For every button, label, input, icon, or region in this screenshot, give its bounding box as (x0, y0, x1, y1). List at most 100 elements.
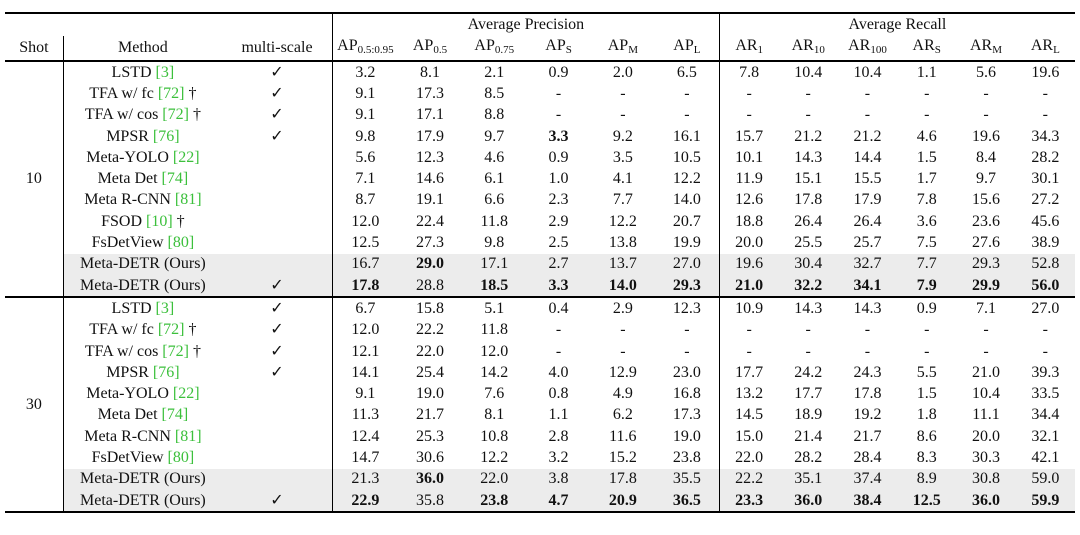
value: - (684, 84, 690, 102)
value: 10.9 (735, 299, 764, 317)
cell: 13.8 (591, 232, 655, 253)
cell: - (526, 83, 590, 104)
value: 16.1 (672, 127, 701, 145)
value: 12.5 (351, 234, 380, 252)
column-header: AR1 (719, 36, 779, 62)
value: 22.0 (735, 448, 764, 466)
value: 14.4 (853, 148, 882, 166)
value: 9.1 (355, 106, 376, 124)
method-name: Meta-DETR (Ours) (80, 276, 206, 294)
method-name: Meta-DETR (Ours) (80, 470, 206, 488)
cell: 59.9 (1015, 489, 1075, 513)
cell: 1.5 (897, 383, 956, 404)
cell: 15.1 (779, 168, 838, 189)
citation: [74] (161, 406, 189, 424)
value: - (1042, 84, 1048, 102)
cell: 3.6 (897, 211, 956, 232)
cell: 5.6 (333, 147, 398, 168)
column-header: AP0.5:0.95 (332, 36, 398, 62)
multi-scale: ✓ (222, 104, 333, 126)
multi-scale: ✓ (222, 297, 333, 320)
value: 11.1 (972, 406, 1000, 424)
cell: 2.5 (526, 232, 590, 253)
citation: [72] (157, 84, 185, 102)
value: 36.0 (794, 491, 823, 509)
cell: 29.3 (956, 253, 1016, 275)
method: Meta-YOLO [22] (63, 147, 222, 168)
value: 15.1 (794, 170, 823, 188)
method: TFA w/ cos [72] † (63, 105, 222, 126)
cell: - (838, 105, 897, 126)
cell: 11.6 (591, 426, 655, 447)
cell: - (956, 341, 1015, 362)
cell: 27.0 (1016, 297, 1075, 319)
value: - (805, 106, 811, 124)
cell: 12.2 (655, 168, 720, 190)
header-base: AR (735, 37, 758, 54)
cell: - (1016, 83, 1075, 104)
cell: 17.1 (462, 253, 527, 275)
cell: 6.5 (655, 61, 720, 84)
value: 7.8 (739, 63, 760, 81)
value: 8.5 (484, 84, 505, 102)
cell: 10.9 (719, 297, 778, 319)
value: 15.5 (853, 170, 882, 188)
cell: 6.7 (333, 297, 398, 319)
cell: 11.3 (333, 405, 398, 426)
value: 12.2 (480, 448, 509, 466)
cell: 17.8 (838, 383, 897, 404)
method-name: FSOD (101, 212, 142, 230)
value: 6.6 (484, 191, 505, 209)
value: 1.8 (916, 406, 937, 424)
cell: 59.0 (1015, 468, 1075, 490)
value: 0.4 (548, 299, 569, 317)
cell: 27.6 (956, 232, 1015, 253)
multi-scale: ✓ (222, 61, 333, 84)
cell: 17.3 (655, 404, 720, 427)
cell: 21.4 (779, 426, 838, 447)
value: 22.0 (415, 342, 444, 360)
dagger: † (188, 84, 197, 102)
cell: 15.0 (719, 426, 778, 447)
header-sub: M (628, 44, 638, 56)
cell: 13.2 (719, 383, 778, 404)
method-name: Meta-YOLO (86, 385, 169, 403)
value: 27.6 (971, 234, 1000, 252)
cell: - (838, 341, 897, 362)
cell: 25.7 (838, 232, 897, 253)
method: MPSR [76] (63, 126, 222, 147)
method-name: TFA w/ fc (89, 321, 154, 339)
header-base: AR (1030, 37, 1054, 54)
value: 4.6 (916, 127, 937, 145)
value: 0.9 (548, 63, 569, 81)
header-sub: M (992, 44, 1002, 56)
value: 17.8 (794, 191, 823, 209)
cell: 14.3 (779, 147, 838, 168)
cell: 35.1 (778, 468, 838, 490)
value: 3.8 (548, 470, 569, 488)
value: 3.3 (548, 127, 569, 145)
value: 21.0 (735, 276, 764, 294)
value: 21.4 (794, 427, 823, 445)
value: 12.3 (672, 299, 701, 317)
value: 20.0 (971, 427, 1000, 445)
value: 38.9 (1031, 234, 1060, 252)
value: 6.2 (612, 406, 633, 424)
value: 19.1 (415, 191, 444, 209)
cell: 23.8 (655, 447, 720, 469)
cell: 9.7 (956, 168, 1015, 189)
value: 9.8 (355, 127, 376, 145)
cell: 20.0 (956, 426, 1015, 447)
value: 35.8 (415, 491, 444, 509)
cell: 28.8 (397, 274, 463, 298)
value: 2.3 (548, 191, 569, 209)
method-name: MPSR (106, 127, 149, 145)
value: 16.7 (351, 255, 380, 273)
cell: 12.5 (897, 489, 957, 513)
cell: - (655, 104, 720, 126)
value: 32.2 (794, 276, 823, 294)
cell: 7.1 (956, 297, 1015, 319)
multi-scale (222, 404, 333, 427)
value: 3.3 (548, 276, 569, 294)
value: 30.6 (415, 448, 444, 466)
